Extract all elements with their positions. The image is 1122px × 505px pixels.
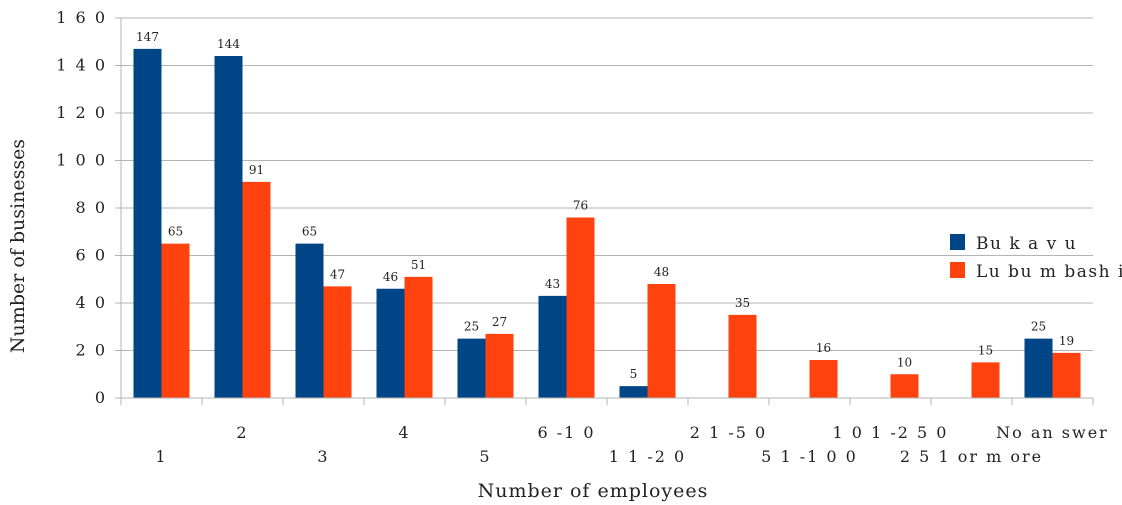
y-tick-label: 0 <box>95 388 107 407</box>
x-category-label: 1 1 -2 0 <box>609 447 686 466</box>
bar-lubumbashi <box>728 314 757 398</box>
x-category-label: 5 1 -1 0 0 <box>761 447 858 466</box>
data-label: 48 <box>654 265 669 279</box>
bar-bukavu <box>376 288 405 398</box>
bar-lubumbashi <box>485 333 514 398</box>
data-label: 144 <box>217 37 240 51</box>
x-category-label: 2 1 -5 0 <box>690 423 767 442</box>
x-category-label: No an swer <box>996 423 1109 442</box>
x-category-label: 1 0 1 -2 5 0 <box>833 423 949 442</box>
x-category-label: 6 -1 0 <box>537 423 595 442</box>
bar-bukavu <box>214 56 243 398</box>
bar-lubumbashi <box>1052 352 1081 398</box>
data-label: 76 <box>573 199 588 213</box>
data-label: 25 <box>464 320 479 334</box>
bar-bukavu <box>538 295 567 398</box>
bar-lubumbashi <box>647 284 676 398</box>
data-label: 27 <box>492 315 507 329</box>
y-tick-label: 2 0 <box>76 341 107 360</box>
gridlines <box>121 17 1093 351</box>
data-labels: 147 144 65 46 25 43 5 25 65 91 47 51 27 76 48 35 16 10 15 1… <box>136 30 1074 381</box>
data-label: 19 <box>1059 334 1074 348</box>
legend-label-bukavu: Bu k a v u <box>976 234 1077 254</box>
y-tick-label: 8 0 <box>76 198 107 217</box>
x-category-label: 1 <box>155 447 167 466</box>
data-label: 47 <box>330 267 345 281</box>
x-axis-title: Number of employees <box>478 480 709 502</box>
bars <box>133 48 1081 398</box>
y-tick-label: 6 0 <box>76 246 107 265</box>
x-category-label: 5 <box>479 447 491 466</box>
bar-lubumbashi <box>242 181 271 398</box>
bar-lubumbashi <box>404 276 433 398</box>
data-label: 46 <box>383 270 398 284</box>
bar-lubumbashi <box>890 374 919 398</box>
data-label: 15 <box>978 343 993 357</box>
data-label: 16 <box>816 341 831 355</box>
bar-bukavu <box>295 243 324 398</box>
legend-swatch-lubumbashi <box>950 262 965 278</box>
data-label: 65 <box>302 225 317 239</box>
x-category-label: 3 <box>317 447 329 466</box>
data-label: 91 <box>249 163 264 177</box>
y-tick-label: 1 2 0 <box>56 103 107 122</box>
y-axis-ticks: 0 2 0 4 0 6 0 8 0 1 0 0 1 2 0 1 4 0 1 6 0 <box>56 8 121 407</box>
data-label: 51 <box>411 258 426 272</box>
data-label: 5 <box>630 367 638 381</box>
axes <box>120 18 1094 405</box>
bar-lubumbashi <box>323 286 352 398</box>
bar-bukavu <box>133 48 162 398</box>
y-tick-label: 1 6 0 <box>56 8 107 27</box>
y-axis-title: Number of businesses <box>7 139 29 353</box>
data-label: 147 <box>136 30 159 44</box>
y-tick-label: 1 0 0 <box>56 151 107 170</box>
x-category-label: 2 5 1 or m ore <box>900 447 1043 466</box>
bar-lubumbashi <box>161 243 190 398</box>
y-tick-label: 1 4 0 <box>56 56 107 75</box>
bar-bukavu <box>1024 338 1053 398</box>
data-label: 25 <box>1031 320 1046 334</box>
data-label: 10 <box>897 355 912 369</box>
bar-lubumbashi <box>971 362 1000 398</box>
bar-lubumbashi <box>566 217 595 398</box>
x-category-label: 2 <box>236 423 248 442</box>
bar-bukavu <box>619 386 648 398</box>
y-tick-label: 4 0 <box>76 293 107 312</box>
legend-swatch-bukavu <box>950 234 965 250</box>
data-label: 65 <box>168 225 183 239</box>
bar-lubumbashi <box>809 360 838 398</box>
data-label: 43 <box>545 277 560 291</box>
legend: Bu k a v u Lu bu m bash i <box>950 234 1122 282</box>
bar-bukavu <box>457 338 486 398</box>
x-category-label: 4 <box>398 423 410 442</box>
x-axis-categories: 1 2 3 4 5 6 -1 0 1 1 -2 02 1 -5 0 5 1 -1 0 0 1 0… <box>155 423 1109 466</box>
data-label: 35 <box>735 296 750 310</box>
legend-label-lubumbashi: Lu bu m bash i <box>976 262 1122 282</box>
